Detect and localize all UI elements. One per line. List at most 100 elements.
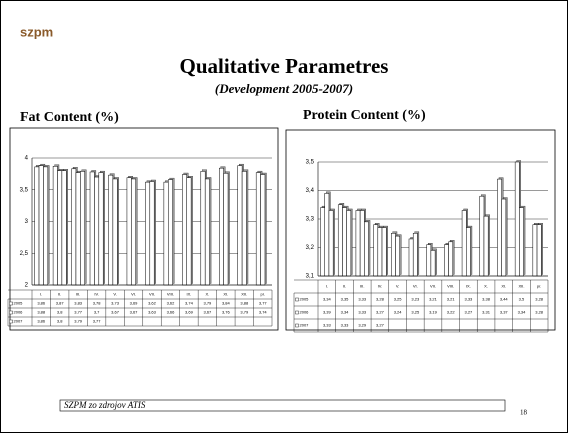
bar <box>89 171 95 286</box>
table-cell: 3,33 <box>358 297 367 302</box>
table-cell: 3,62 <box>148 301 157 306</box>
bar <box>324 193 330 277</box>
table-cell: 3,37 <box>500 310 509 315</box>
table-cell: 3,44 <box>500 297 509 302</box>
x-tick-label: V. <box>113 292 116 297</box>
x-tick-label: II. <box>343 284 346 289</box>
x-tick-label: XII. <box>518 284 524 289</box>
bar <box>359 210 365 277</box>
bar <box>38 165 44 286</box>
bar <box>237 165 243 286</box>
x-tick-label: IV. <box>94 292 99 297</box>
table-cell: 3,77 <box>74 310 83 315</box>
legend-label: 2005 <box>300 297 310 302</box>
table-cell: 3,34 <box>518 310 527 315</box>
table-cell: 3,88 <box>37 310 46 315</box>
x-tick-label: VII. <box>430 284 436 289</box>
table-cell: 3,84 <box>222 301 231 306</box>
table-cell: 3,27 <box>376 323 385 328</box>
table-cell: 3,33 <box>358 310 367 315</box>
table-cell: 3,79 <box>240 310 249 315</box>
bar <box>461 210 467 277</box>
x-tick-label: X. <box>205 292 209 297</box>
table-cell: 3,78 <box>93 301 102 306</box>
table-cell: 3,25 <box>394 297 403 302</box>
table-cell: 3,35 <box>341 297 350 302</box>
bar <box>479 195 485 277</box>
table-cell: 3,19 <box>429 310 438 315</box>
bar <box>34 166 40 286</box>
x-tick-label: VII. <box>149 292 155 297</box>
bar <box>337 204 343 277</box>
table-cell: 3,7 <box>94 310 100 315</box>
x-tick-label: pr. <box>537 284 541 289</box>
x-tick-label: VI. <box>131 292 136 297</box>
table-cell: 3,27 <box>464 310 473 315</box>
table-cell: 3,74 <box>185 301 194 306</box>
slide-subtitle: (Development 2005-2007) <box>215 81 353 96</box>
bar <box>408 238 414 277</box>
table-cell: 3,28 <box>535 297 544 302</box>
table-cell: 3,83 <box>74 301 83 306</box>
table-cell: 3,28 <box>535 310 544 315</box>
table-cell: 3,69 <box>130 301 139 306</box>
y-tick-label: 3,4 <box>306 188 315 194</box>
x-tick-label: V. <box>396 284 399 289</box>
table-cell: 3,5 <box>519 297 525 302</box>
bar <box>355 210 361 277</box>
logo: szpm <box>20 24 53 39</box>
x-tick-label: pr. <box>261 292 265 297</box>
table-cell: 3,73 <box>111 301 120 306</box>
bar <box>346 210 352 277</box>
table-cell: 3,21 <box>429 297 438 302</box>
x-tick-label: IX. <box>186 292 191 297</box>
bar <box>328 210 334 277</box>
x-tick-label: II. <box>58 292 61 297</box>
bar <box>483 215 489 277</box>
bar <box>514 161 520 277</box>
legend-swatch <box>295 297 299 302</box>
table-cell: 3,34 <box>341 310 350 315</box>
chart-title: Protein Content (%) <box>303 108 426 123</box>
table-cell: 3,33 <box>323 323 332 328</box>
table-cell: 3,62 <box>167 301 176 306</box>
x-tick-label: IV. <box>378 284 383 289</box>
table-cell: 3,77 <box>259 301 268 306</box>
bar <box>61 170 67 286</box>
x-tick-label: VI. <box>413 284 418 289</box>
legend-swatch <box>9 319 13 324</box>
slide-title: Qualitative Parametres <box>180 54 389 78</box>
table-cell: 3,8 <box>57 319 63 324</box>
table-cell: 3,66 <box>167 310 176 315</box>
table-cell: 3,88 <box>240 301 249 306</box>
table-cell: 3,24 <box>394 310 403 315</box>
bar <box>395 235 400 277</box>
bar <box>168 179 173 286</box>
bar <box>163 181 169 286</box>
table-cell: 3,77 <box>93 319 102 324</box>
y-tick-label: 2 <box>25 283 29 289</box>
table-cell: 3,74 <box>259 310 268 315</box>
table-cell: 3,69 <box>185 310 194 315</box>
bar <box>412 233 418 277</box>
table-cell: 3,34 <box>323 297 332 302</box>
bar <box>377 227 383 277</box>
bar <box>391 233 396 277</box>
page-number: 18 <box>520 409 528 417</box>
x-tick-label: III. <box>360 284 364 289</box>
bar <box>536 224 542 277</box>
bar <box>466 227 471 277</box>
legend-label: 2006 <box>14 310 24 315</box>
bar <box>444 244 449 277</box>
bar <box>260 174 266 286</box>
table-cell: 3,28 <box>376 297 385 302</box>
bar <box>75 172 81 286</box>
y-tick-label: 4 <box>25 156 29 162</box>
y-tick-label: 3,5 <box>306 160 315 166</box>
x-tick-label: VIII. <box>447 284 454 289</box>
table-cell: 3,21 <box>447 297 456 302</box>
bar <box>223 172 229 286</box>
footer: SZPM zo zdrojov ATIS <box>64 400 146 410</box>
bar <box>204 178 210 286</box>
